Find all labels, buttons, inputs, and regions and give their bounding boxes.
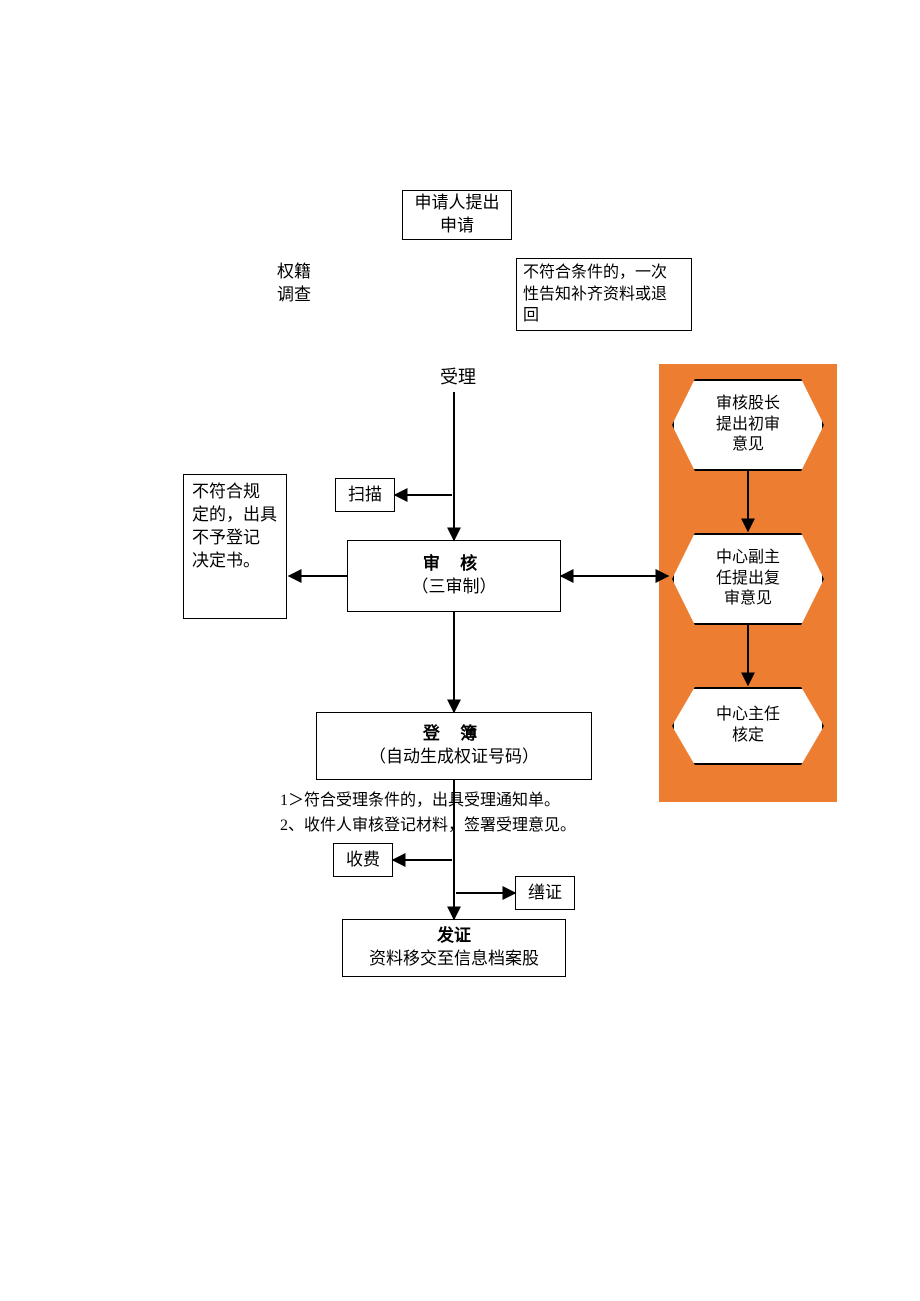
node-dengbu-sub: （自动生成权证号码） bbox=[369, 746, 539, 769]
node-review-title: 审 核 bbox=[423, 553, 485, 576]
node-shoufei-label: 收费 bbox=[346, 849, 380, 872]
hex-review-leader: 审核股长 提出初审 意见 bbox=[672, 379, 824, 471]
node-dengbu-title: 登 簿 bbox=[423, 723, 485, 746]
hex-review-leader-label: 审核股长 提出初审 意见 bbox=[716, 394, 780, 456]
node-shouli-label: 受理 bbox=[440, 367, 476, 387]
node-fazheng-title: 发证 bbox=[437, 925, 471, 948]
node-apply: 申请人提出 申请 bbox=[402, 190, 512, 240]
hex-director-label: 中心主任 核定 bbox=[716, 705, 780, 747]
hex-director: 中心主任 核定 bbox=[672, 687, 824, 765]
node-not-qualified: 不符合条件的，一次 性告知补齐资料或退 回 bbox=[516, 258, 692, 331]
node-apply-label: 申请人提出 申请 bbox=[409, 192, 505, 238]
node-scan: 扫描 bbox=[335, 478, 395, 512]
node-scan-label: 扫描 bbox=[348, 484, 382, 507]
node-not-qualified-label: 不符合条件的，一次 性告知补齐资料或退 回 bbox=[523, 262, 667, 327]
node-review-sub: （三审制） bbox=[412, 576, 497, 599]
node-not-reg: 不符合规 定的，出具 不予登记 决定书。 bbox=[183, 474, 287, 619]
node-shoufei: 收费 bbox=[333, 843, 393, 877]
flowchart-stage: 申请人提出 申请 权籍 调查 不符合条件的，一次 性告知补齐资料或退 回 受理 … bbox=[0, 0, 920, 1301]
notes-line-1: 1＞符合受理条件的，出具受理通知单。 bbox=[280, 790, 560, 812]
node-fazheng: 发证 资料移交至信息档案股 bbox=[342, 919, 566, 977]
node-shanzheng: 缮证 bbox=[515, 876, 575, 910]
node-shouli: 受理 bbox=[440, 365, 476, 389]
node-fazheng-sub: 资料移交至信息档案股 bbox=[369, 948, 539, 971]
node-shanzheng-label: 缮证 bbox=[528, 882, 562, 905]
hex-deputy: 中心副主 任提出复 审意见 bbox=[672, 533, 824, 625]
node-quanji: 权籍 调查 bbox=[277, 261, 337, 307]
hex-deputy-label: 中心副主 任提出复 审意见 bbox=[716, 548, 780, 610]
node-dengbu: 登 簿 （自动生成权证号码） bbox=[316, 712, 592, 780]
notes-line-2-label: 2、收件人审核登记材料，签署受理意见。 bbox=[280, 817, 576, 834]
node-quanji-label: 权籍 调查 bbox=[277, 262, 311, 304]
node-review: 审 核 （三审制） bbox=[347, 540, 561, 612]
node-not-reg-label: 不符合规 定的，出具 不予登记 决定书。 bbox=[192, 481, 277, 573]
notes-line-2: 2、收件人审核登记材料，签署受理意见。 bbox=[280, 815, 576, 837]
notes-line-1-label: 1＞符合受理条件的，出具受理通知单。 bbox=[280, 792, 560, 809]
